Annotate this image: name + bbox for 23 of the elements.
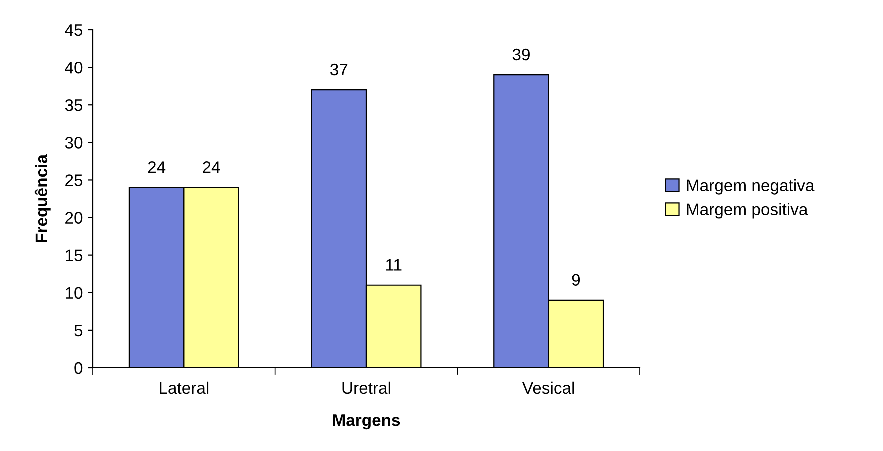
y-tick-label: 25 (66, 174, 83, 186)
y-tick-label: 20 (66, 212, 83, 224)
data-label: 39 (512, 48, 530, 61)
x-tick-label: Vesical (522, 382, 574, 394)
y-tick-label: 5 (74, 325, 83, 337)
y-tick-label: 0 (74, 362, 83, 374)
data-label: 24 (203, 162, 220, 174)
x-tick-label: Uretral (342, 382, 390, 394)
legend-label: Margem negativa (687, 179, 815, 195)
x-tick-label: Lateral (160, 382, 209, 394)
data-label: 37 (330, 64, 348, 76)
y-axis-title: Frequência (34, 154, 51, 242)
y-tick-label: 40 (65, 62, 83, 74)
x-axis-title: Margens (333, 414, 400, 430)
y-tick-label: 45 (65, 24, 83, 36)
y-tick-label: 35 (65, 100, 83, 112)
data-label: 9 (572, 274, 580, 286)
y-tick-label: 30 (65, 137, 83, 149)
y-tick-label: 10 (66, 287, 83, 300)
data-label: 11 (386, 259, 402, 271)
data-label: 24 (148, 162, 166, 174)
legend-label: Margem positiva (687, 203, 808, 219)
y-tick-label: 15 (66, 250, 83, 262)
